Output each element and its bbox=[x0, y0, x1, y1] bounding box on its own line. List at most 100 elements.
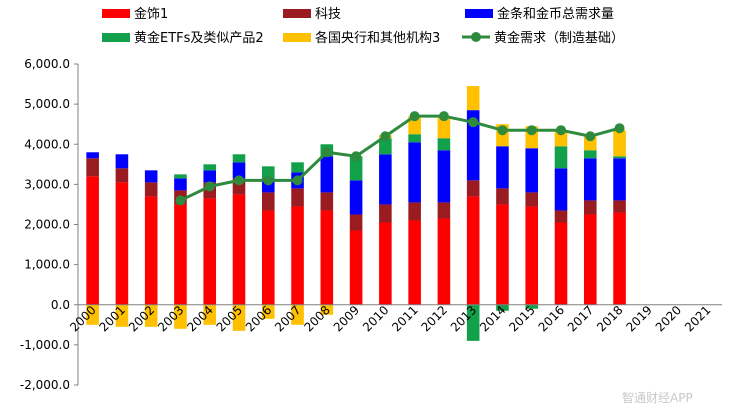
demand-point-2006 bbox=[263, 175, 274, 186]
demand-point-2008 bbox=[321, 147, 332, 158]
x-tick-label: 2017 bbox=[565, 303, 596, 334]
bar-central_banks-2000 bbox=[86, 304, 99, 325]
watermark: 智通财经APP bbox=[622, 390, 693, 405]
bar-jewelry-2016 bbox=[554, 222, 568, 305]
demand-point-2013 bbox=[468, 117, 479, 128]
bar-bars_coins-2011 bbox=[408, 142, 421, 203]
bar-tech-2008 bbox=[320, 192, 334, 211]
x-tick-label: 2009 bbox=[331, 303, 362, 334]
y-tick-label: 3,000.0 bbox=[24, 177, 70, 191]
x-tick-label: 2018 bbox=[594, 303, 625, 334]
x-tick-label: 2020 bbox=[653, 303, 684, 334]
bar-etf-2013 bbox=[466, 304, 480, 341]
bar-bars_coins-2009 bbox=[349, 180, 363, 215]
demand-point-2004 bbox=[204, 181, 215, 192]
bar-tech-2000 bbox=[86, 158, 99, 177]
bar-bars_coins-2004 bbox=[203, 170, 217, 183]
bar-central_banks-2007 bbox=[291, 304, 304, 325]
demand-point-2011 bbox=[409, 111, 420, 122]
y-tick-label: 0.0 bbox=[51, 298, 70, 312]
bar-bars_coins-2014 bbox=[496, 146, 509, 189]
bar-jewelry-2002 bbox=[144, 196, 158, 305]
demand-point-2005 bbox=[234, 175, 244, 186]
demand-point-2012 bbox=[438, 111, 449, 122]
bar-central_banks-2005 bbox=[232, 304, 246, 331]
bar-bars_coins-2016 bbox=[554, 168, 568, 211]
bar-central_banks-2011 bbox=[408, 116, 421, 135]
x-tick-label: 2011 bbox=[389, 303, 420, 334]
bar-tech-2002 bbox=[144, 182, 158, 197]
y-tick-label: 4,000.0 bbox=[24, 137, 70, 151]
demand-point-2015 bbox=[526, 125, 537, 136]
bar-etf-2017 bbox=[583, 150, 597, 159]
legend-swatch-jewelry bbox=[102, 9, 130, 18]
bar-tech-2011 bbox=[408, 202, 421, 221]
legend-swatch-etf bbox=[102, 33, 130, 42]
legend: 金饰1 科技 金条和金币总需求量 黄金ETFs及类似产品2 各国央行和其他机构3… bbox=[102, 6, 624, 46]
bar-jewelry-2009 bbox=[349, 230, 363, 305]
demand-line-group bbox=[175, 111, 625, 206]
bar-tech-2014 bbox=[496, 188, 509, 205]
bar-bars_coins-2003 bbox=[174, 178, 187, 191]
demand-point-2017 bbox=[585, 131, 596, 142]
y-tick-label: 1,000.0 bbox=[24, 258, 70, 272]
bars bbox=[86, 86, 626, 341]
bar-etf-2014 bbox=[496, 304, 509, 311]
bar-bars_coins-2000 bbox=[86, 152, 99, 159]
bar-central_banks-2002 bbox=[144, 304, 158, 327]
bar-tech-2015 bbox=[525, 192, 539, 207]
bar-etf-2012 bbox=[437, 138, 451, 151]
legend-swatch-bars-coins bbox=[465, 9, 493, 18]
legend-marker-demand bbox=[471, 32, 481, 42]
bar-jewelry-2006 bbox=[261, 210, 275, 305]
y-axis: 6,000.0 5,000.0 4,000.0 3,000.0 2,000.0 1,000… bbox=[20, 57, 78, 392]
bar-jewelry-2015 bbox=[525, 206, 539, 305]
bar-etf-2007 bbox=[291, 162, 304, 173]
bar-jewelry-2012 bbox=[437, 218, 451, 305]
y-tick-label: 5,000.0 bbox=[24, 97, 70, 111]
bar-bars_coins-2002 bbox=[144, 170, 158, 183]
y-tick-label: -2,000.0 bbox=[20, 378, 70, 392]
bar-tech-2009 bbox=[349, 214, 363, 231]
bar-tech-2013 bbox=[466, 180, 480, 197]
bar-jewelry-2003 bbox=[174, 204, 187, 305]
legend-label-bars-coins: 金条和金币总需求量 bbox=[497, 6, 614, 22]
bar-jewelry-2008 bbox=[320, 210, 334, 305]
bar-tech-2012 bbox=[437, 202, 451, 219]
bar-central_banks-2012 bbox=[437, 116, 451, 139]
demand-point-2014 bbox=[497, 125, 508, 136]
bar-central_banks-2006 bbox=[261, 304, 275, 319]
bar-bars_coins-2013 bbox=[466, 110, 480, 181]
bar-tech-2001 bbox=[115, 168, 129, 183]
bar-bars_coins-2015 bbox=[525, 148, 539, 193]
demand-point-2010 bbox=[380, 131, 391, 142]
bar-etf-2004 bbox=[203, 164, 217, 171]
x-axis: 2000200120022003200420052006200720082009… bbox=[67, 303, 713, 334]
y-tick-label: 6,000.0 bbox=[24, 57, 70, 71]
bar-bars_coins-2010 bbox=[379, 154, 392, 205]
bar-jewelry-2014 bbox=[496, 204, 509, 305]
bar-tech-2007 bbox=[291, 188, 304, 207]
bar-etf-2011 bbox=[408, 134, 421, 143]
bar-jewelry-2017 bbox=[583, 214, 597, 305]
bar-tech-2017 bbox=[583, 200, 597, 215]
bar-central_banks-2004 bbox=[203, 304, 217, 325]
bar-bars_coins-2018 bbox=[613, 158, 626, 201]
bar-tech-2006 bbox=[261, 192, 275, 211]
y-tick-label: 2,000.0 bbox=[24, 218, 70, 232]
x-tick-label: 2012 bbox=[419, 303, 450, 334]
bar-bars_coins-2012 bbox=[437, 150, 451, 203]
y-tick-label: -1,000.0 bbox=[20, 338, 70, 352]
demand-point-2018 bbox=[614, 123, 625, 134]
x-tick-label: 2019 bbox=[623, 303, 654, 334]
bar-etf-2003 bbox=[174, 174, 187, 179]
x-tick-label: 2021 bbox=[682, 303, 713, 334]
bar-tech-2010 bbox=[379, 204, 392, 223]
bar-bars_coins-2005 bbox=[232, 162, 246, 179]
bar-jewelry-2007 bbox=[291, 206, 304, 305]
bar-etf-2015 bbox=[525, 304, 539, 309]
demand-point-2016 bbox=[556, 125, 566, 136]
bar-etf-2010 bbox=[379, 138, 392, 155]
legend-swatch-central-banks bbox=[283, 33, 311, 42]
bar-jewelry-2013 bbox=[466, 196, 480, 305]
